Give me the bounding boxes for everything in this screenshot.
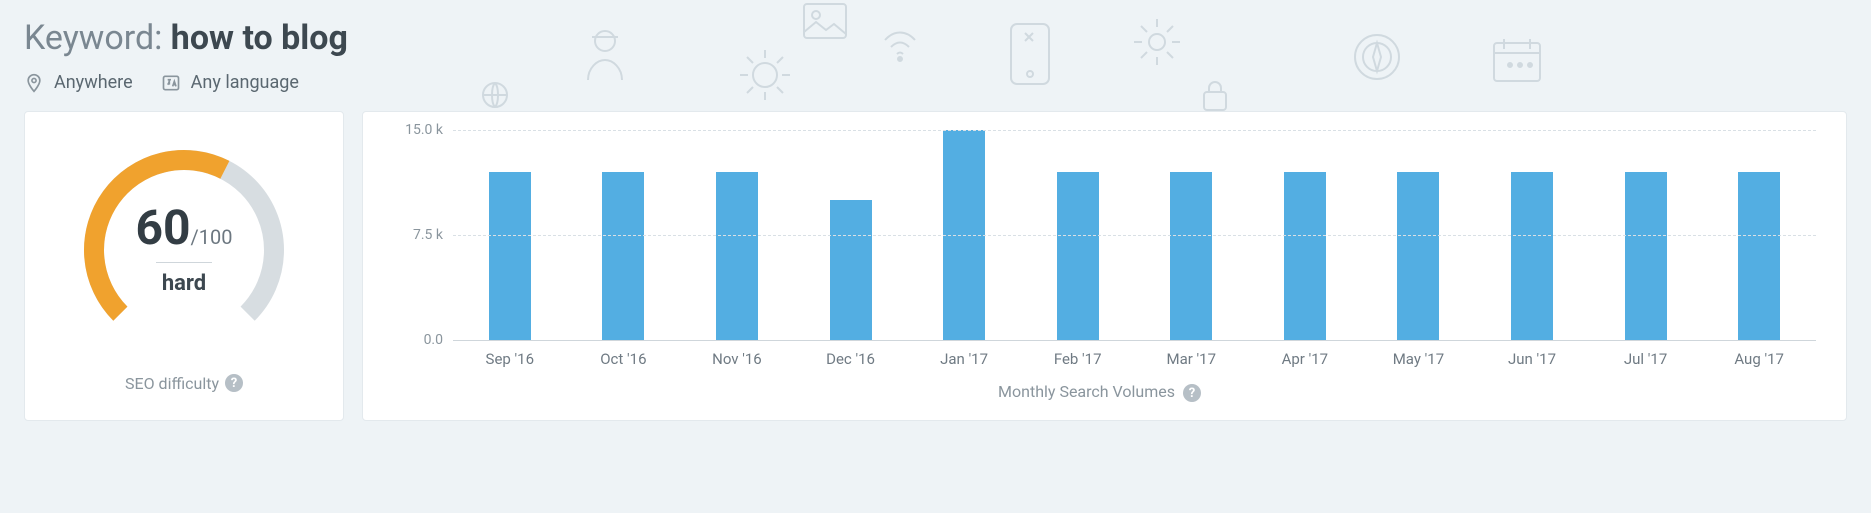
help-icon[interactable]: ? xyxy=(225,374,243,392)
search-volume-card: 15.0 k7.5 k0.0 Sep '16Oct '16Nov '16Dec … xyxy=(362,111,1847,421)
gauge-labels: 60/100 hard xyxy=(74,140,294,360)
difficulty-caption: SEO difficulty ? xyxy=(125,374,243,393)
bar[interactable] xyxy=(1170,172,1212,340)
chart-caption-text: Monthly Search Volumes xyxy=(998,382,1175,401)
x-tick-label: May '17 xyxy=(1362,350,1476,368)
seo-difficulty-card: 60/100 hard SEO difficulty ? xyxy=(24,111,344,421)
cards-row: 60/100 hard SEO difficulty ? 15.0 k7.5 k… xyxy=(0,93,1871,445)
pin-icon xyxy=(24,73,44,93)
language-filter[interactable]: Any language xyxy=(161,72,299,93)
grid-line xyxy=(453,340,1816,341)
grid-line xyxy=(453,130,1816,131)
x-tick-label: Jun '17 xyxy=(1475,350,1589,368)
x-tick-label: Nov '16 xyxy=(680,350,794,368)
keyword-title: Keyword: how to blog xyxy=(24,18,1847,58)
gauge-score: 60/100 xyxy=(135,204,232,252)
bar[interactable] xyxy=(1057,172,1099,340)
keyword-label: Keyword: xyxy=(24,18,162,58)
location-label: Anywhere xyxy=(54,72,133,93)
bar[interactable] xyxy=(716,172,758,340)
bar[interactable] xyxy=(830,200,872,340)
chart-caption: Monthly Search Volumes ? xyxy=(383,382,1816,402)
bar[interactable] xyxy=(489,172,531,340)
y-tick-label: 7.5 k xyxy=(413,227,443,243)
x-tick-label: Dec '16 xyxy=(794,350,908,368)
x-tick-label: Feb '17 xyxy=(1021,350,1135,368)
gauge-divider xyxy=(156,262,212,263)
x-tick-label: Sep '16 xyxy=(453,350,567,368)
bar[interactable] xyxy=(1397,172,1439,340)
help-icon[interactable]: ? xyxy=(1183,384,1201,402)
difficulty-word: hard xyxy=(162,271,206,296)
keyword-value: how to blog xyxy=(171,18,348,58)
y-tick-label: 0.0 xyxy=(424,332,443,348)
bar[interactable] xyxy=(1284,172,1326,340)
bar[interactable] xyxy=(602,172,644,340)
score-value: 60 xyxy=(135,199,190,256)
bar[interactable] xyxy=(1738,172,1780,340)
x-tick-label: Jan '17 xyxy=(907,350,1021,368)
x-tick-label: Apr '17 xyxy=(1248,350,1362,368)
y-axis: 15.0 k7.5 k0.0 xyxy=(383,130,453,340)
bar[interactable] xyxy=(1625,172,1667,340)
x-tick-label: Aug '17 xyxy=(1702,350,1816,368)
chart-area: 15.0 k7.5 k0.0 xyxy=(383,130,1816,340)
x-tick-label: Oct '16 xyxy=(567,350,681,368)
page-header: Keyword: how to blog Anywhere Any langua… xyxy=(0,0,1871,93)
location-filter[interactable]: Anywhere xyxy=(24,72,133,93)
language-label: Any language xyxy=(191,72,299,93)
x-tick-label: Mar '17 xyxy=(1134,350,1248,368)
chart-plot xyxy=(453,130,1816,340)
language-icon xyxy=(161,73,181,93)
score-outof: 100 xyxy=(199,225,233,249)
grid-line xyxy=(453,235,1816,236)
x-axis-labels: Sep '16Oct '16Nov '16Dec '16Jan '17Feb '… xyxy=(453,350,1816,368)
y-tick-label: 15.0 k xyxy=(405,122,443,138)
x-tick-label: Jul '17 xyxy=(1589,350,1703,368)
filter-row: Anywhere Any language xyxy=(24,72,1847,93)
difficulty-caption-text: SEO difficulty xyxy=(125,374,219,393)
difficulty-gauge: 60/100 hard xyxy=(74,140,294,360)
bar[interactable] xyxy=(1511,172,1553,340)
